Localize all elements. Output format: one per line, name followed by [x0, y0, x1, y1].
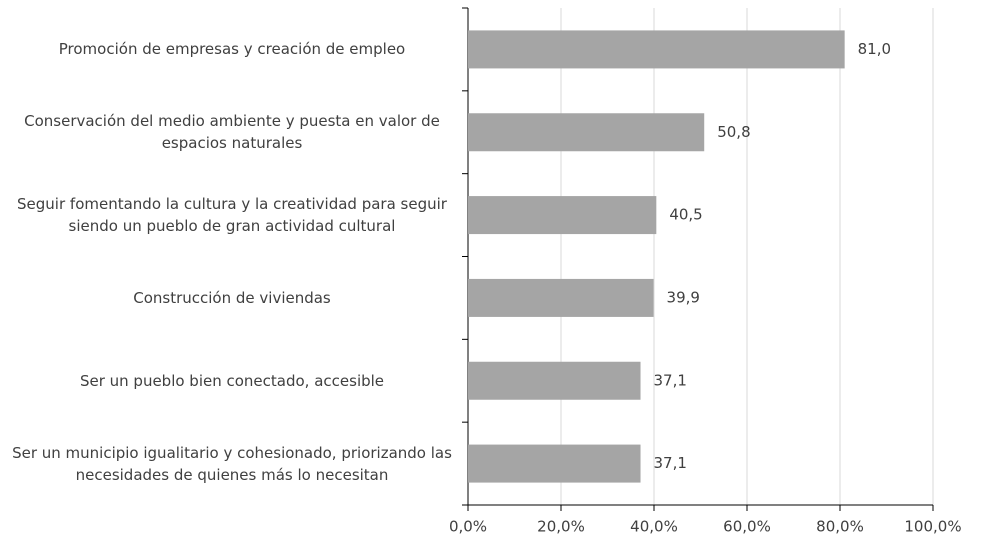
bar	[468, 113, 705, 152]
y-tick-label: Promoción de empresas y creación de empl…	[58, 40, 406, 59]
bar	[468, 444, 641, 483]
y-tick-label: Seguir fomentando la cultura y la creati…	[17, 195, 447, 236]
data-label: 37,1	[654, 454, 687, 472]
x-tick-label: 60,0%	[723, 518, 771, 536]
bar	[468, 278, 654, 317]
y-tick-label: Construcción de viviendas	[133, 288, 331, 307]
x-tick-label: 80,0%	[816, 518, 864, 536]
bar	[468, 30, 845, 69]
y-tick-label: Ser un municipio igualitario y cohesiona…	[12, 443, 452, 484]
y-tick-label: Ser un pueblo bien conectado, accesible	[79, 371, 385, 390]
data-label: 81,0	[858, 40, 891, 58]
bar	[468, 361, 641, 400]
data-label: 50,8	[717, 123, 750, 141]
y-tick-label: Conservación del medio ambiente y puesta…	[24, 112, 440, 153]
x-tick-label: 20,0%	[537, 518, 585, 536]
x-tick-label: 100,0%	[904, 518, 961, 536]
data-label: 37,1	[654, 371, 687, 389]
data-label: 39,9	[667, 288, 700, 306]
data-label: 40,5	[669, 206, 702, 224]
x-tick-label: 0,0%	[449, 518, 487, 536]
bar	[468, 196, 657, 235]
x-tick-label: 40,0%	[630, 518, 678, 536]
